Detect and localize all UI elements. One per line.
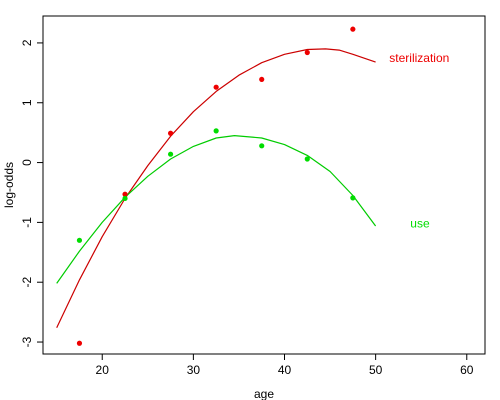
use-label: use <box>410 217 430 231</box>
use-point <box>77 238 82 243</box>
series-labels: sterilization use <box>389 51 449 231</box>
use-fit-curve <box>57 136 376 284</box>
plot-frame <box>43 16 485 354</box>
y-tick-label: -2 <box>20 277 34 288</box>
use-point <box>350 195 355 200</box>
use-point <box>214 128 219 133</box>
x-axis: 20 30 40 50 60 <box>96 354 474 377</box>
y-axis-title: log-odds <box>2 162 16 208</box>
sterilization-label: sterilization <box>389 51 449 65</box>
use-point <box>305 156 310 161</box>
x-tick-label: 40 <box>278 363 292 377</box>
sterilization-point <box>168 131 173 136</box>
x-axis-title: age <box>254 387 274 400</box>
use-point <box>122 196 127 201</box>
y-axis: -3 -2 -1 0 1 2 <box>20 39 43 347</box>
x-tick-label: 20 <box>96 363 110 377</box>
x-tick-label: 30 <box>187 363 201 377</box>
y-tick-label: 1 <box>20 99 34 106</box>
sterilization-fit-curve <box>57 49 376 328</box>
sterilization-point <box>305 50 310 55</box>
sterilization-point <box>214 85 219 90</box>
y-tick-label: -1 <box>20 217 34 228</box>
use-point <box>259 143 264 148</box>
x-tick-label: 60 <box>460 363 474 377</box>
fit-curves <box>57 49 376 328</box>
y-tick-label: 0 <box>20 159 34 166</box>
use-point <box>168 152 173 157</box>
y-tick-label: 2 <box>20 39 34 46</box>
data-points <box>77 27 356 346</box>
x-tick-label: 50 <box>369 363 383 377</box>
sterilization-point <box>259 77 264 82</box>
y-tick-label: -3 <box>20 336 34 347</box>
sterilization-point <box>77 341 82 346</box>
sterilization-point <box>350 27 355 32</box>
